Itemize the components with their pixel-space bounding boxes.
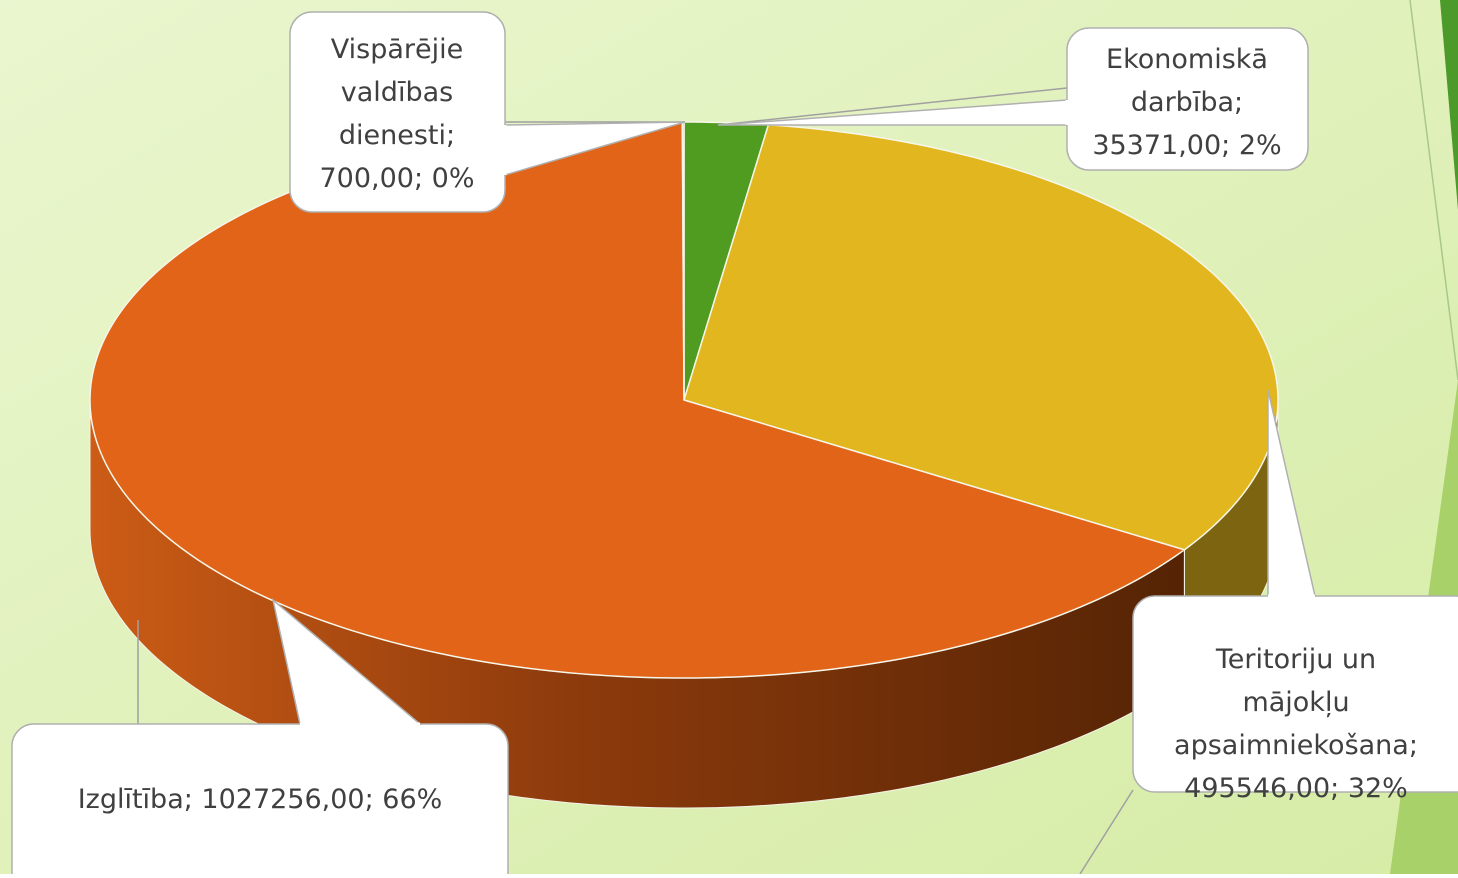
label-box <box>11 723 509 878</box>
leader-line <box>1079 789 1134 875</box>
decor <box>1409 0 1458 381</box>
data-label: Vispārējie valdības dienesti; 700,00; 0% <box>320 34 475 194</box>
labels: Ekonomiskā darbība; 35371,00; 2% Teritoriju… <box>11 11 1458 878</box>
data-label: Izglītība; 1027256,00; 66% <box>78 784 443 815</box>
slice <box>683 124 1279 551</box>
data-label: Ekonomiskā darbība; 35371,00; 2% <box>1092 44 1281 161</box>
decor <box>1440 0 1458 210</box>
label-box <box>289 11 506 213</box>
leader-line <box>717 87 1068 126</box>
pie <box>89 121 1279 809</box>
data-label: Teritoriju un mājokļu apsaimniekošana; 4955… <box>1174 644 1418 804</box>
label-box <box>1066 27 1309 171</box>
